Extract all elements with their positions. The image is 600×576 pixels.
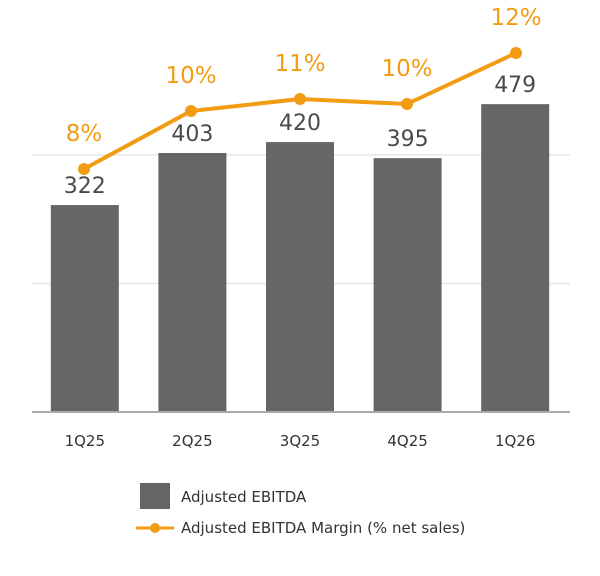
bar-2Q25	[158, 152, 227, 413]
bar-4Q25	[373, 158, 442, 412]
x-tick-labels: 1Q25 2Q25 3Q25 4Q25 1Q26	[65, 432, 536, 450]
legend-line-label: Adjusted EBITDA Margin (% net sales)	[181, 519, 465, 537]
bar-1Q25	[50, 205, 119, 412]
margin-label-1Q25: 8%	[66, 121, 103, 147]
bar-label-1Q25: 322	[64, 174, 106, 199]
bar-label-4Q25: 395	[387, 127, 429, 152]
x-tick-3Q25: 3Q25	[280, 432, 320, 450]
margin-line-series	[78, 47, 522, 175]
bar-label-3Q25: 420	[279, 111, 321, 136]
legend-bar-label: Adjusted EBITDA	[181, 488, 307, 506]
margin-point-1Q26	[510, 47, 522, 59]
margin-label-1Q26: 12%	[490, 5, 541, 31]
margin-label-4Q25: 10%	[381, 56, 432, 82]
margin-point-4Q25	[401, 98, 413, 110]
bar-data-labels: 322 403 420 395 479	[64, 73, 536, 199]
x-tick-1Q25: 1Q25	[65, 432, 105, 450]
bar-series	[50, 104, 550, 413]
x-tick-2Q25: 2Q25	[172, 432, 212, 450]
bar-label-1Q26: 479	[494, 73, 536, 98]
margin-point-2Q25	[185, 105, 197, 117]
margin-point-1Q25	[78, 163, 90, 175]
margin-data-labels: 8% 10% 11% 10% 12%	[66, 5, 542, 147]
margin-label-3Q25: 11%	[274, 51, 325, 77]
legend: Adjusted EBITDA Adjusted EBITDA Margin (…	[136, 483, 465, 537]
margin-point-3Q25	[294, 93, 306, 105]
x-tick-1Q26: 1Q26	[495, 432, 535, 450]
bar-3Q25	[266, 142, 334, 413]
x-tick-4Q25: 4Q25	[387, 432, 427, 450]
legend-line-marker	[150, 523, 160, 533]
bar-label-2Q25: 403	[171, 122, 213, 147]
legend-bar-swatch	[140, 483, 170, 509]
bar-1Q26	[481, 104, 550, 412]
margin-label-2Q25: 10%	[165, 63, 216, 89]
